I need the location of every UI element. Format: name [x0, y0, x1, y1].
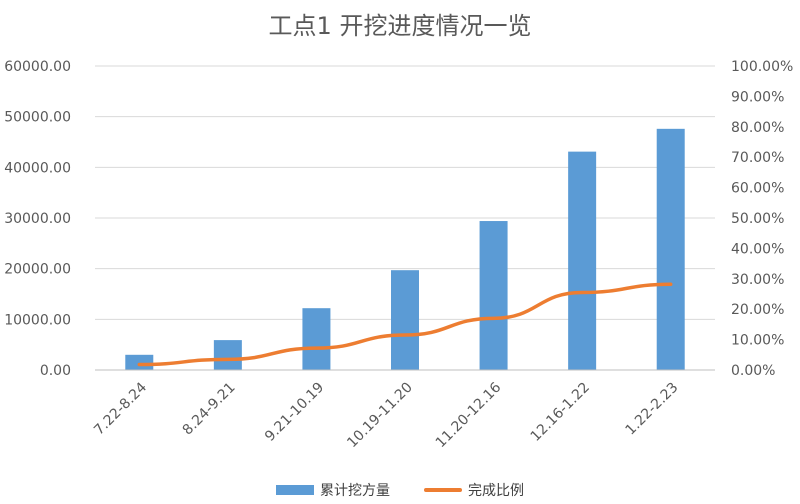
x-axis-tick-label: 12.16-1.22: [528, 380, 593, 445]
right-axis-tick-label: 30.00%: [731, 272, 784, 288]
left-axis-tick-label: 20000.00: [4, 262, 71, 278]
chart-legend: 累计挖方量 完成比例: [0, 480, 800, 500]
bar: [125, 354, 154, 370]
x-axis-tick-label: 11.20-12.16: [433, 379, 505, 451]
left-axis-tick-label: 60000.00: [4, 59, 71, 75]
right-axis-ticks: 0.00% 10.00% 20.00% 30.00% 40.00% 50.00% 60.00…: [731, 59, 793, 379]
right-axis-tick-label: 20.00%: [731, 302, 784, 318]
legend-bar-swatch: [276, 485, 314, 495]
right-axis-tick-label: 90.00%: [731, 89, 784, 105]
legend-item-line: 完成比例: [424, 480, 524, 500]
x-axis-tick-label: 9.21-10.19: [262, 380, 327, 445]
right-axis-tick-label: 60.00%: [731, 181, 784, 197]
chart-title: 工点1 开挖进度情况一览: [268, 12, 532, 40]
left-axis-ticks: 0.00 10000.00 20000.00 30000.00 40000.00 5000…: [4, 59, 71, 379]
x-axis-ticks: 7.22-8.24 8.24-9.21 9.21-10.19 10.19-11.20 1…: [91, 369, 715, 452]
line-series: [137, 282, 673, 367]
x-axis-tick-label: 10.19-11.20: [344, 380, 416, 452]
right-axis-tick-label: 0.00%: [731, 363, 775, 379]
left-axis-tick-label: 30000.00: [4, 211, 71, 227]
right-axis-tick-label: 100.00%: [731, 59, 793, 75]
x-axis-tick-label: 8.24-9.21: [180, 380, 239, 439]
right-axis-tick-label: 70.00%: [731, 150, 784, 166]
left-axis-tick-label: 10000.00: [4, 312, 71, 328]
legend-item-bars: 累计挖方量: [276, 480, 390, 500]
left-axis-tick-label: 0.00: [40, 363, 71, 379]
right-axis-tick-label: 50.00%: [731, 211, 784, 227]
right-axis-tick-label: 80.00%: [731, 120, 784, 136]
legend-line-label: 完成比例: [468, 483, 524, 499]
bar-series: [125, 128, 685, 370]
legend-line-swatch: [424, 488, 462, 492]
right-axis-tick-label: 10.00%: [731, 333, 784, 349]
legend-bar-label: 累计挖方量: [320, 483, 390, 499]
left-axis-tick-label: 40000.00: [4, 160, 71, 176]
bar: [479, 221, 508, 370]
left-axis-tick-label: 50000.00: [4, 110, 71, 126]
bar: [568, 151, 597, 370]
bar: [391, 270, 419, 370]
bar: [302, 308, 331, 370]
right-axis-tick-label: 40.00%: [731, 241, 784, 257]
x-axis-tick-label: 7.22-8.24: [91, 379, 150, 438]
bar: [656, 128, 685, 370]
bar: [213, 340, 242, 370]
x-axis-tick-label: 1.22-2.23: [623, 380, 682, 439]
